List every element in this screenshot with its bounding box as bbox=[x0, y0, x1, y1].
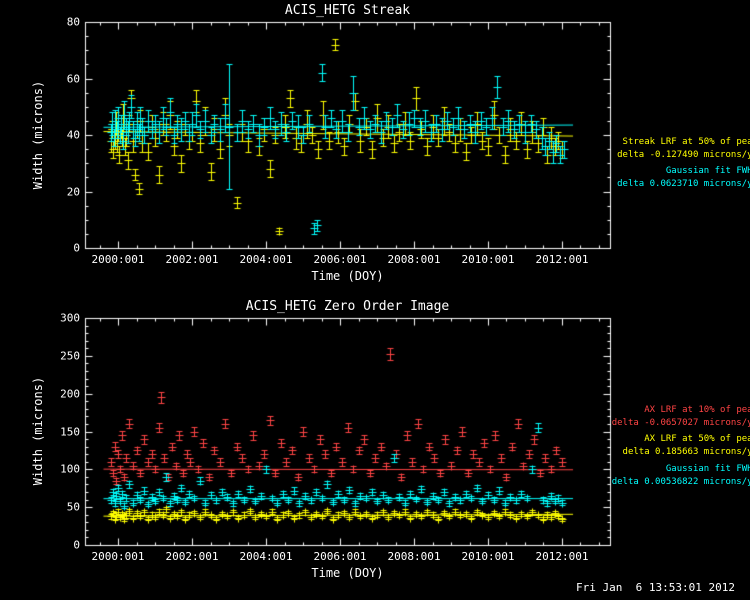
y-tick-label: 50 bbox=[66, 500, 80, 514]
annotation-line: AX LRF at 10% of peak bbox=[644, 405, 750, 415]
x-tick-label: 2008:001 bbox=[387, 550, 441, 563]
annotation-streak-gaussian: Gaussian fit FWHM delta 0.0623710 micron… bbox=[617, 165, 750, 191]
annotation-line: delta -0.127490 microns/yr bbox=[617, 150, 750, 160]
x-tick-label: 2004:001 bbox=[239, 253, 293, 266]
x-tick-label: 2010:001 bbox=[461, 253, 515, 266]
y-tick-label: 150 bbox=[60, 425, 80, 439]
y-tick-label: 40 bbox=[66, 128, 80, 142]
y-tick-label: 0 bbox=[73, 241, 80, 255]
render-timestamp: Fri Jan 6 13:53:01 2012 bbox=[576, 581, 735, 594]
y-tick-label: 100 bbox=[60, 462, 80, 476]
x-tick-label: 2002:001 bbox=[165, 253, 219, 266]
x-tick-label: 2006:001 bbox=[313, 550, 367, 563]
x-tick-label: 2002:001 bbox=[165, 550, 219, 563]
x-tick-label: 2000:001 bbox=[91, 253, 145, 266]
annotation-line: delta 0.185663 microns/yr bbox=[622, 447, 750, 457]
y-axis-label-bottom: Width (microns) bbox=[31, 376, 45, 486]
y-axis-label-top: Width (microns) bbox=[31, 80, 45, 190]
annotation-line: AX LRF at 50% of peak bbox=[644, 434, 750, 444]
annotation-line: delta -0.0657027 microns/yr bbox=[611, 418, 750, 428]
x-tick-label: 2004:001 bbox=[239, 550, 293, 563]
y-tick-label: 0 bbox=[73, 538, 80, 552]
annotation-ax-lrf-50: AX LRF at 50% of peak delta 0.185663 mic… bbox=[623, 433, 750, 459]
annotation-line: delta 0.00536822 microns/yr bbox=[611, 477, 750, 487]
y-tick-label: 20 bbox=[66, 185, 80, 199]
annotation-line: delta 0.0623710 microns/yr bbox=[617, 179, 750, 189]
x-tick-label: 2000:001 bbox=[91, 550, 145, 563]
annotation-zero-gaussian: Gaussian fit FWHM delta 0.00536822 micro… bbox=[612, 463, 750, 489]
y-tick-label: 80 bbox=[66, 15, 80, 29]
x-tick-label: 2012:001 bbox=[535, 253, 589, 266]
annotation-ax-lrf-10: AX LRF at 10% of peak delta -0.0657027 m… bbox=[612, 404, 750, 430]
x-tick-label: 2006:001 bbox=[313, 253, 367, 266]
annotation-line: Gaussian fit FWHM bbox=[665, 166, 750, 176]
annotation-line: Gaussian fit FWHM bbox=[665, 464, 750, 474]
x-tick-label: 2010:001 bbox=[461, 550, 515, 563]
annotation-line: Streak LRF at 50% of peak bbox=[622, 137, 750, 147]
y-tick-label: 300 bbox=[60, 311, 80, 325]
x-axis-label-bottom: Time (DOY) bbox=[311, 566, 384, 580]
y-tick-label: 60 bbox=[66, 72, 80, 86]
y-tick-label: 250 bbox=[60, 349, 80, 363]
annotation-streak-lrf-50: Streak LRF at 50% of peak delta -0.12749… bbox=[617, 136, 750, 162]
x-axis-label-top: Time (DOY) bbox=[311, 269, 384, 283]
y-tick-label: 200 bbox=[60, 387, 80, 401]
x-tick-label: 2008:001 bbox=[387, 253, 441, 266]
chart-title-streak: ACIS_HETG Streak bbox=[284, 3, 411, 18]
chart-title-zero-order: ACIS_HETG Zero Order Image bbox=[245, 299, 450, 314]
x-tick-label: 2012:001 bbox=[535, 550, 589, 563]
